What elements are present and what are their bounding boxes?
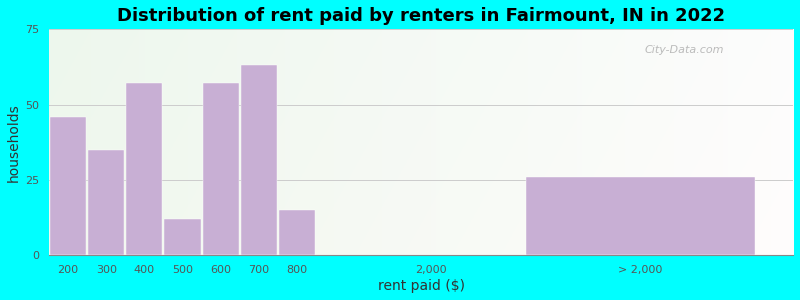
X-axis label: rent paid ($): rent paid ($) [378,279,465,293]
Bar [241,65,277,255]
Bar [202,83,238,255]
Bar [50,117,86,255]
Bar [526,177,755,255]
Text: City-Data.com: City-Data.com [644,45,724,55]
Y-axis label: households: households [7,103,21,182]
Bar [279,210,315,255]
Bar [88,150,124,255]
Bar [164,219,201,255]
Title: Distribution of rent paid by renters in Fairmount, IN in 2022: Distribution of rent paid by renters in … [117,7,725,25]
Bar [126,83,162,255]
